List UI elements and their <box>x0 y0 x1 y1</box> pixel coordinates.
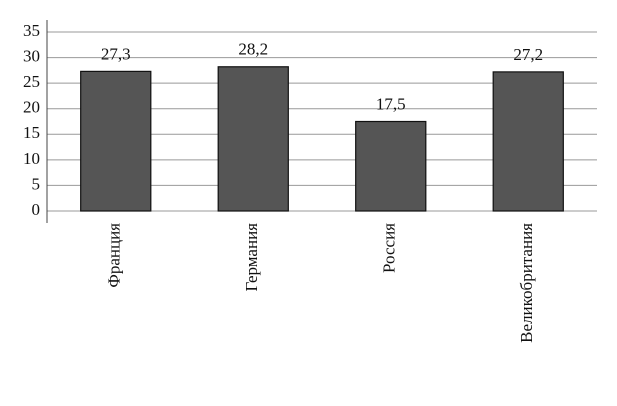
y-tick-label: 5 <box>32 174 41 193</box>
x-tick-label: Россия <box>380 223 399 273</box>
bar <box>492 71 564 212</box>
x-tick-label: Германия <box>242 223 261 292</box>
bar <box>80 70 152 212</box>
y-tick-label: 0 <box>32 200 41 219</box>
y-tick-label: 35 <box>23 21 40 40</box>
x-tick-label: Великобритания <box>517 223 536 343</box>
y-tick-label: 25 <box>23 72 40 91</box>
value-label: 27,3 <box>101 44 131 63</box>
value-label: 17,5 <box>376 94 406 113</box>
y-tick-label: 10 <box>23 149 40 168</box>
y-tick-label: 30 <box>23 46 40 65</box>
bar <box>355 120 427 212</box>
bar <box>217 66 289 212</box>
y-tick-label: 20 <box>23 98 40 117</box>
y-tick-label: 15 <box>23 123 40 142</box>
value-label: 28,2 <box>238 40 268 59</box>
x-tick-label: Франция <box>105 223 124 288</box>
value-label: 27,2 <box>513 45 543 64</box>
